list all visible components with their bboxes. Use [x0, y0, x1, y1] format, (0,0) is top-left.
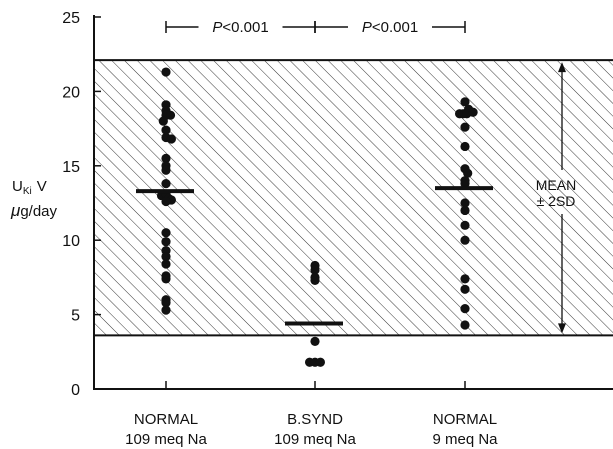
data-point: [460, 198, 470, 208]
data-point: [460, 274, 470, 284]
y-tick-label: 10: [62, 233, 80, 250]
data-point: [460, 320, 470, 330]
data-point: [463, 168, 473, 178]
y-axis: 0 5 10 15 20 25: [62, 10, 101, 399]
data-point: [161, 298, 171, 308]
band-arrow-head-down: [558, 323, 566, 334]
data-point: [460, 235, 470, 245]
data-points: [156, 67, 478, 367]
band-arrow-head-up: [558, 62, 566, 73]
x-category-label-line2: 109 meq Na: [125, 431, 207, 448]
x-axis: NORMAL 109 meq Na B.SYND 109 meq Na NORMAL 9 …: [94, 381, 613, 448]
data-point: [460, 141, 470, 152]
x-category-label-line2: 109 meq Na: [274, 431, 356, 448]
data-point: [166, 134, 176, 144]
data-point: [161, 251, 171, 262]
p-symbol: P: [362, 19, 372, 36]
data-point: [165, 110, 176, 120]
band-label-line2: ± 2SD: [537, 193, 576, 209]
data-point: [315, 357, 325, 367]
data-point: [161, 125, 171, 135]
data-point: [161, 67, 171, 77]
x-category-label-line1: NORMAL: [134, 411, 198, 428]
y-axis-title-line2: μg/day: [10, 201, 58, 220]
data-point: [161, 196, 171, 207]
significance-brackets: P<0.001 P<0.001: [165, 19, 466, 36]
y-tick-label: 0: [71, 382, 80, 399]
p-threshold: <0.001: [222, 19, 268, 36]
x-category-label-line2: 9 meq Na: [432, 431, 498, 448]
group-means: [136, 186, 493, 326]
y-axis-title-line1: UKi V: [12, 178, 47, 197]
data-point: [158, 116, 168, 126]
data-point: [310, 265, 320, 275]
data-point: [460, 205, 470, 216]
data-point: [161, 228, 171, 238]
data-point: [310, 336, 320, 346]
data-point: [161, 274, 171, 284]
data-point: [460, 97, 470, 107]
data-point: [310, 275, 320, 285]
y-tick-label: 20: [62, 84, 80, 101]
y-tick-label: 15: [62, 159, 80, 176]
data-point: [460, 284, 470, 294]
x-category-label-line1: NORMAL: [433, 411, 497, 428]
data-point: [468, 107, 478, 117]
data-point: [460, 122, 470, 132]
p-value-label: P<0.001: [362, 19, 418, 36]
x-category-label-line1: B.SYND: [287, 411, 343, 428]
data-point: [161, 179, 171, 189]
p-symbol: P: [212, 19, 222, 36]
p-value-label: P<0.001: [212, 19, 268, 36]
reference-band: [94, 59, 613, 337]
data-point: [460, 179, 470, 189]
data-point: [161, 237, 171, 247]
data-point: [161, 165, 171, 175]
data-point: [161, 153, 171, 163]
band-hatch: [94, 60, 613, 336]
y-tick-label: 25: [62, 10, 80, 27]
data-point: [161, 305, 171, 315]
y-tick-label: 5: [71, 308, 80, 325]
data-point: [460, 304, 470, 314]
data-point: [161, 259, 171, 269]
band-label-line1: MEAN: [536, 177, 576, 193]
data-point: [460, 220, 470, 230]
p-threshold: <0.001: [372, 19, 418, 36]
